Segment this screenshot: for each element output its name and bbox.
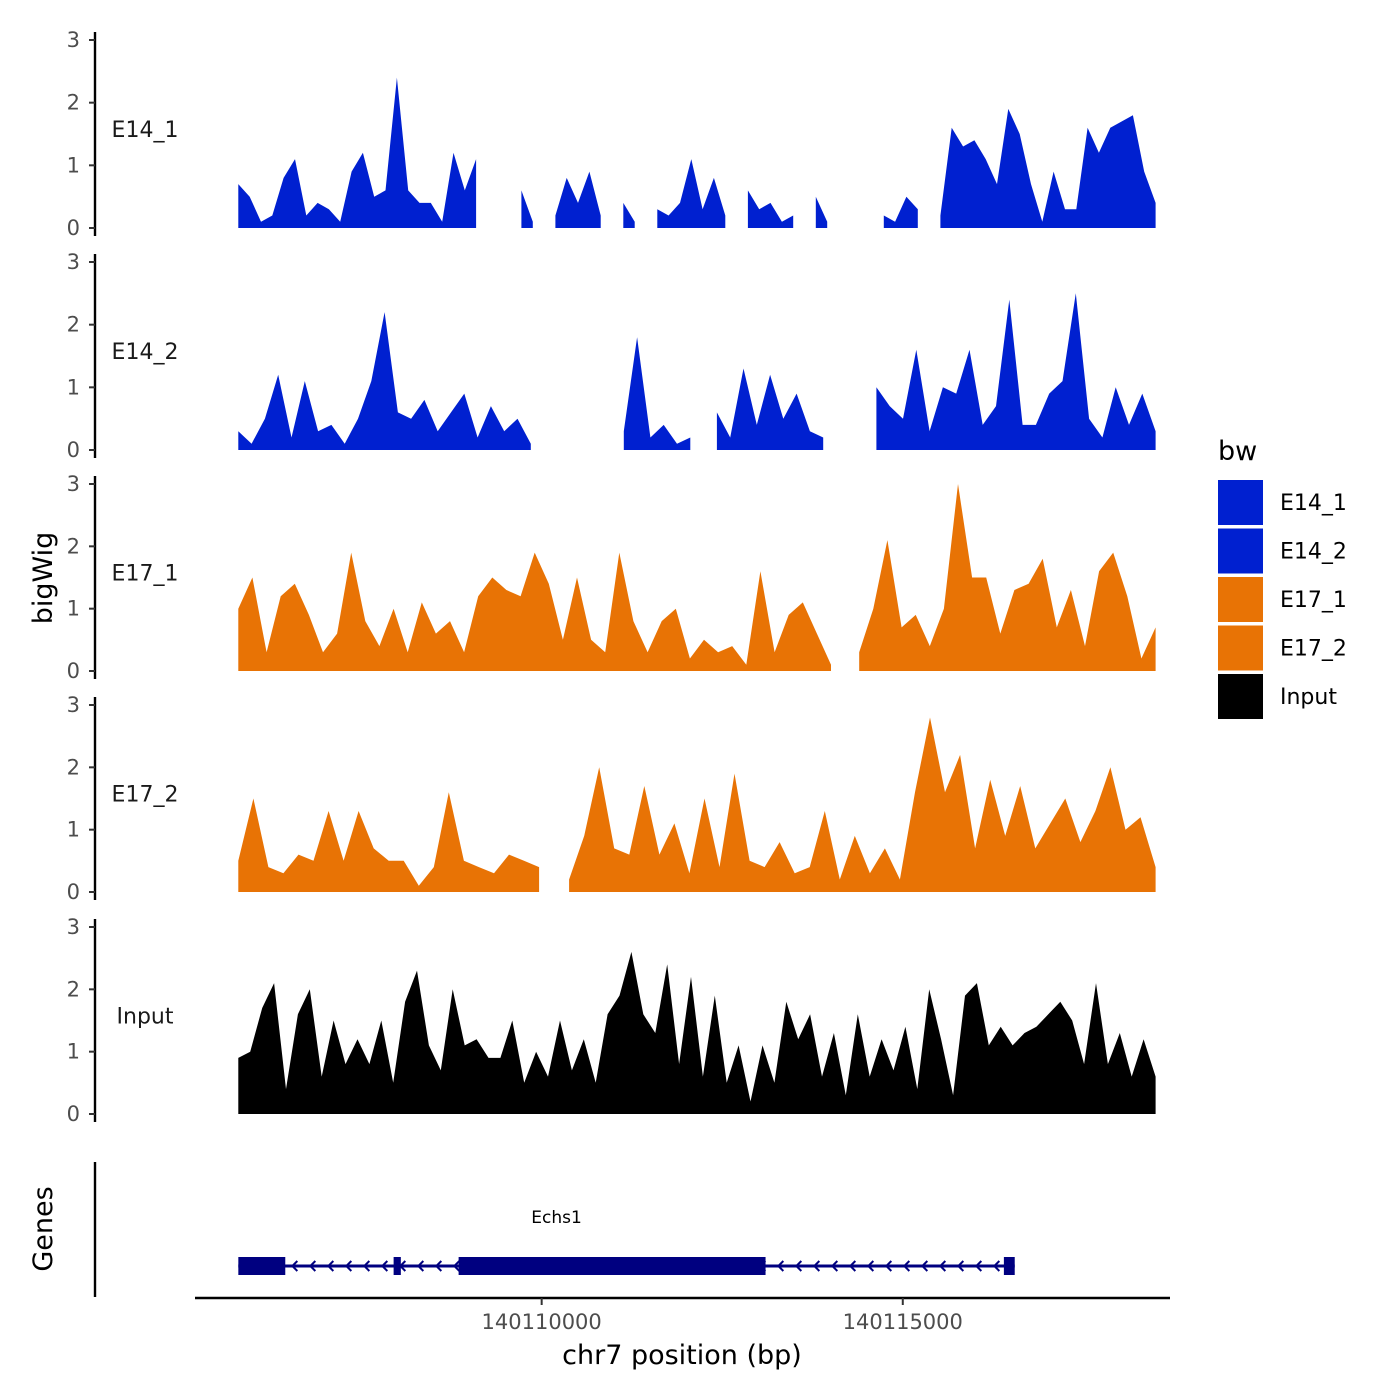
signal-tracks: 0 1 2 3 E14_1 0 1 2 3 E14_2 0 1 2 3 E17_1 0 1 2 3 E17_2 0 1 2 3…: [67, 28, 1156, 1126]
track-E17_1: 0 1 2 3 E17_1: [67, 472, 1156, 683]
legend: bw E14_1 E14_2 E17_1 E17_2 Input: [1218, 436, 1347, 719]
strand-arrow-11: [434, 1260, 443, 1272]
strand-arrow-33: [830, 1260, 839, 1272]
strand-arrow-40: [956, 1260, 965, 1272]
strand-arrow-10: [416, 1260, 425, 1272]
strand-arrow-7: [362, 1260, 371, 1272]
strand-arrow-37: [902, 1260, 911, 1272]
legend-swatch-Input: [1218, 674, 1263, 719]
genes-panel: Echs1: [93, 1162, 1015, 1297]
y-tick-label-E14_1-0: 0: [67, 216, 80, 240]
y-tick-label-Input-2: 2: [67, 977, 80, 1001]
area-Input-segment-1: [238, 951, 1156, 1114]
legend-label-E17_2: E17_2: [1280, 637, 1347, 662]
track-Input: 0 1 2 3 Input: [67, 915, 1156, 1126]
y-tick-label-E14_2-2: 2: [67, 313, 80, 337]
x-tick-label-0: 140110000: [482, 1310, 602, 1334]
area-E14_1-segment-8: [883, 196, 918, 228]
y-tick-label-E14_2-3: 3: [67, 250, 80, 274]
exon-4: [1003, 1257, 1015, 1275]
legend-swatch-E17_1: [1218, 577, 1263, 622]
area-E14_1-segment-6: [747, 190, 794, 228]
strand-arrow-3: [290, 1260, 299, 1272]
y-tick-label-Input-0: 0: [67, 1102, 80, 1126]
area-E17_2-segment-1: [238, 792, 540, 892]
y-tick-label-E17_2-0: 0: [67, 880, 80, 904]
y-tick-label-E17_1-3: 3: [67, 472, 80, 496]
area-E14_1-segment-1: [238, 77, 477, 228]
area-E14_2-segment-5: [876, 293, 1156, 450]
legend-label-E14_1: E14_1: [1280, 491, 1347, 516]
strand-arrow-42: [992, 1260, 1001, 1272]
area-E17_2-segment-2: [569, 717, 1156, 892]
strand-arrow-34: [848, 1260, 857, 1272]
area-E14_1-segment-5: [657, 159, 726, 228]
y-tick-label-E14_1-1: 1: [67, 153, 80, 177]
legend-label-E17_1: E17_1: [1280, 588, 1347, 613]
track-E14_1: 0 1 2 3 E14_1: [67, 28, 1156, 240]
strand-arrow-31: [794, 1260, 803, 1272]
area-E14_1-segment-7: [815, 196, 828, 228]
strand-arrow-32: [812, 1260, 821, 1272]
strand-arrow-6: [344, 1260, 353, 1272]
x-axis: 140110000 140115000: [195, 1296, 1170, 1334]
y-tick-label-E17_2-2: 2: [67, 755, 80, 779]
strand-arrow-38: [920, 1260, 929, 1272]
y-tick-label-E17_1-2: 2: [67, 534, 80, 558]
legend-swatch-E14_1: [1218, 480, 1263, 525]
strand-arrow-36: [884, 1260, 893, 1272]
area-E14_2-segment-3: [716, 368, 824, 450]
gene-Echs1: Echs1: [238, 1208, 1015, 1275]
legend-swatch-E17_2: [1218, 625, 1263, 671]
legend-swatch-E14_2: [1218, 528, 1263, 574]
track-E17_2: 0 1 2 3 E17_2: [67, 693, 1156, 904]
y-tick-label-Input-1: 1: [67, 1040, 80, 1064]
strand-arrow-8: [380, 1260, 389, 1272]
strand-arrow-12: [452, 1260, 461, 1272]
y-tick-label-E17_2-1: 1: [67, 818, 80, 842]
exon-1: [238, 1257, 286, 1275]
y-tick-label-E14_1-2: 2: [67, 91, 80, 115]
y-tick-label-Input-3: 3: [67, 915, 80, 939]
y-tick-label-E17_1-1: 1: [67, 597, 80, 621]
area-E14_2-segment-1: [238, 312, 531, 450]
area-E17_1-segment-2: [859, 484, 1156, 671]
y-tick-label-E14_1-3: 3: [67, 28, 80, 52]
y-tick-label-E17_2-3: 3: [67, 693, 80, 717]
track-label-E17_1: E17_1: [112, 562, 179, 587]
legend-title: bw: [1218, 436, 1257, 467]
y-tick-label-E14_2-1: 1: [67, 375, 80, 399]
area-E14_1-segment-9: [940, 108, 1156, 228]
strand-arrow-5: [326, 1260, 335, 1272]
strand-arrow-41: [974, 1260, 983, 1272]
track-label-E14_1: E14_1: [112, 118, 179, 143]
x-tick-label-1: 140115000: [843, 1310, 963, 1334]
genes-axis-title: Genes: [28, 1186, 59, 1271]
legend-label-Input: Input: [1280, 685, 1337, 710]
area-E14_1-segment-2: [521, 190, 533, 228]
strand-arrow-35: [866, 1260, 875, 1272]
x-axis-title: chr7 position (bp): [562, 1340, 802, 1371]
track-label-E17_2: E17_2: [112, 783, 179, 808]
y-tick-label-E17_1-0: 0: [67, 659, 80, 683]
y-tick-label-E14_2-0: 0: [67, 438, 80, 462]
area-E17_1-segment-1: [238, 552, 832, 671]
exon-2: [393, 1257, 401, 1275]
track-E14_2: 0 1 2 3 E14_2: [67, 250, 1156, 462]
gene-label-Echs1: Echs1: [531, 1208, 582, 1228]
area-E14_2-segment-2: [623, 337, 691, 450]
area-E14_1-segment-4: [623, 202, 635, 228]
legend-label-E14_2: E14_2: [1280, 540, 1347, 565]
strand-arrow-4: [308, 1260, 317, 1272]
track-label-Input: Input: [117, 1005, 174, 1030]
strand-arrow-30: [776, 1260, 785, 1272]
strand-arrow-39: [938, 1260, 947, 1272]
y-axis-title: bigWig: [28, 532, 59, 625]
track-label-E14_2: E14_2: [112, 340, 179, 365]
area-E14_1-segment-3: [555, 171, 601, 228]
exon-3: [458, 1257, 766, 1275]
